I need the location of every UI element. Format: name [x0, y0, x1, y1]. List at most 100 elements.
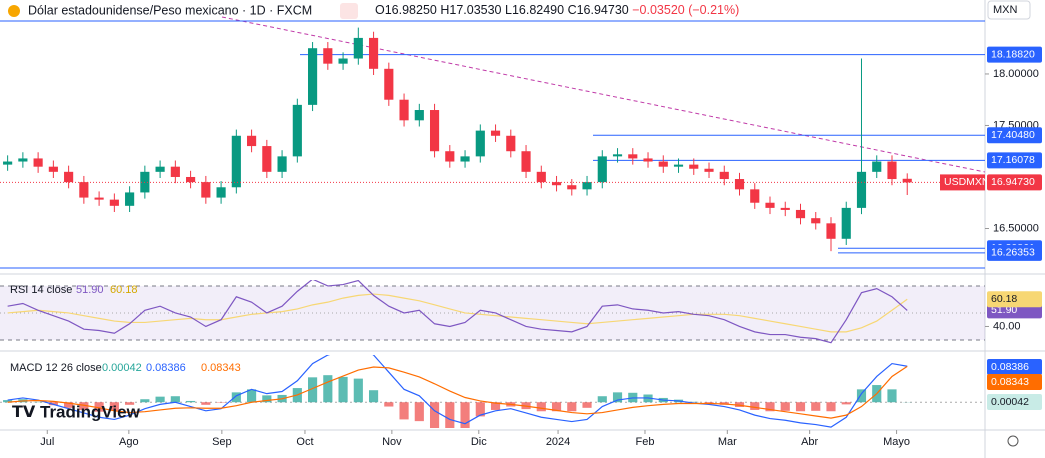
histogram-bar [887, 389, 897, 403]
line [7, 355, 908, 428]
histogram-bar [826, 402, 836, 412]
candle-body [475, 130, 485, 157]
histogram-bar [170, 396, 180, 403]
ohlc: O16.98250 H17.03530 L16.82490 C16.94730 … [375, 3, 739, 17]
histogram-bar [429, 402, 440, 428]
candle-body [597, 156, 607, 183]
histogram-bar [536, 402, 546, 412]
low-text: L16.82490 [505, 3, 564, 17]
candle-body [125, 192, 135, 206]
symbol-icon [8, 5, 20, 17]
candle-body [750, 189, 760, 203]
price-badge-label: 17.40480 [991, 129, 1035, 141]
histogram-bar [201, 402, 211, 405]
candle-body [384, 68, 394, 100]
histogram-bar [140, 399, 150, 403]
currency-button[interactable] [987, 0, 1031, 20]
price-badge-label: 16.26353 [991, 247, 1035, 259]
candle-body [902, 178, 912, 183]
candle-body [658, 161, 668, 167]
currency: MXN [993, 4, 1018, 16]
x-tick-label: Jul [40, 436, 54, 448]
candle-body [3, 161, 13, 165]
candle-body [521, 151, 531, 172]
candle-body [719, 171, 729, 180]
x-tick-label: Nov [382, 436, 402, 448]
candle-body [64, 171, 74, 183]
change-text: −0.03520 (−0.21%) [632, 3, 739, 17]
high-text: H17.03530 [440, 3, 501, 17]
histogram-bar [3, 400, 13, 403]
histogram-bar [780, 402, 790, 411]
histogram-bar [856, 389, 867, 403]
histogram-bar [750, 402, 760, 410]
histogram-bar [48, 402, 58, 406]
x-tick-label: Oct [296, 436, 313, 448]
histogram-bar [109, 402, 119, 411]
pane-value: 0.08343 [201, 362, 241, 374]
candle-body [490, 130, 501, 136]
candle-body [673, 164, 684, 167]
candle-body [567, 185, 577, 190]
histogram-bar [765, 402, 775, 412]
candle-body [445, 151, 455, 162]
price-badge [987, 46, 1042, 63]
histogram-bar [231, 392, 241, 403]
histogram-bar [338, 376, 348, 403]
settings-button[interactable] [1007, 435, 1019, 447]
histogram-bar [811, 402, 821, 411]
pane [0, 355, 985, 428]
histogram-bar [704, 402, 714, 404]
candle-body [94, 197, 104, 200]
y-tick-label: 40.00 [993, 320, 1021, 332]
candle-body [536, 171, 546, 183]
candle-body [48, 166, 58, 172]
candle-body [292, 104, 302, 157]
candle-body [689, 164, 699, 169]
x-tick-label: Ago [119, 436, 139, 448]
price-badge [987, 127, 1042, 144]
candle-body [186, 176, 196, 183]
x-tick-label: Sep [212, 436, 232, 448]
histogram-bar [368, 390, 379, 403]
open-text: O16.98250 [375, 3, 437, 17]
histogram-bar [308, 377, 318, 403]
x-tick-label: 2024 [546, 436, 570, 448]
x-tick-label: Dic [471, 436, 487, 448]
candle-body [338, 58, 348, 64]
histogram-bar [125, 402, 135, 405]
pane-value: 0.08386 [146, 362, 186, 374]
candle-body [643, 158, 653, 162]
symbol-title[interactable]: Dólar estadounidense/Peso mexicano · 1D … [28, 3, 312, 17]
candle-body [582, 182, 592, 190]
histogram-bar [475, 402, 485, 417]
candle-body [170, 166, 180, 177]
pane-value: 51.90 [76, 284, 104, 296]
candle-body [734, 179, 745, 190]
candle-body [826, 223, 836, 239]
price-badge-label: 0.08343 [991, 376, 1029, 388]
candle-body [33, 158, 43, 167]
histogram-bar [582, 402, 592, 408]
histogram-bar [460, 402, 470, 428]
pane-title: RSI 14 close [10, 284, 72, 296]
price-badge [987, 152, 1042, 169]
candle-body [628, 154, 638, 159]
candle-body [308, 48, 318, 105]
flag-button[interactable] [340, 3, 358, 19]
candle-body [460, 156, 470, 162]
candle-body [704, 168, 714, 172]
price-badge-label: 0.08386 [991, 361, 1029, 373]
brand: TradingView [40, 402, 141, 421]
histogram-bar [155, 396, 165, 403]
price-badge [987, 174, 1042, 191]
histogram-bar [567, 402, 577, 412]
symbol-badge-label: USDMXN [944, 176, 990, 188]
histogram-bar [445, 402, 455, 428]
histogram-bar [186, 400, 196, 403]
candle-body [368, 37, 379, 69]
histogram-bar [795, 402, 806, 412]
pane-title: MACD 12 26 close [10, 362, 102, 374]
x-tick-label: Mar [718, 436, 737, 448]
